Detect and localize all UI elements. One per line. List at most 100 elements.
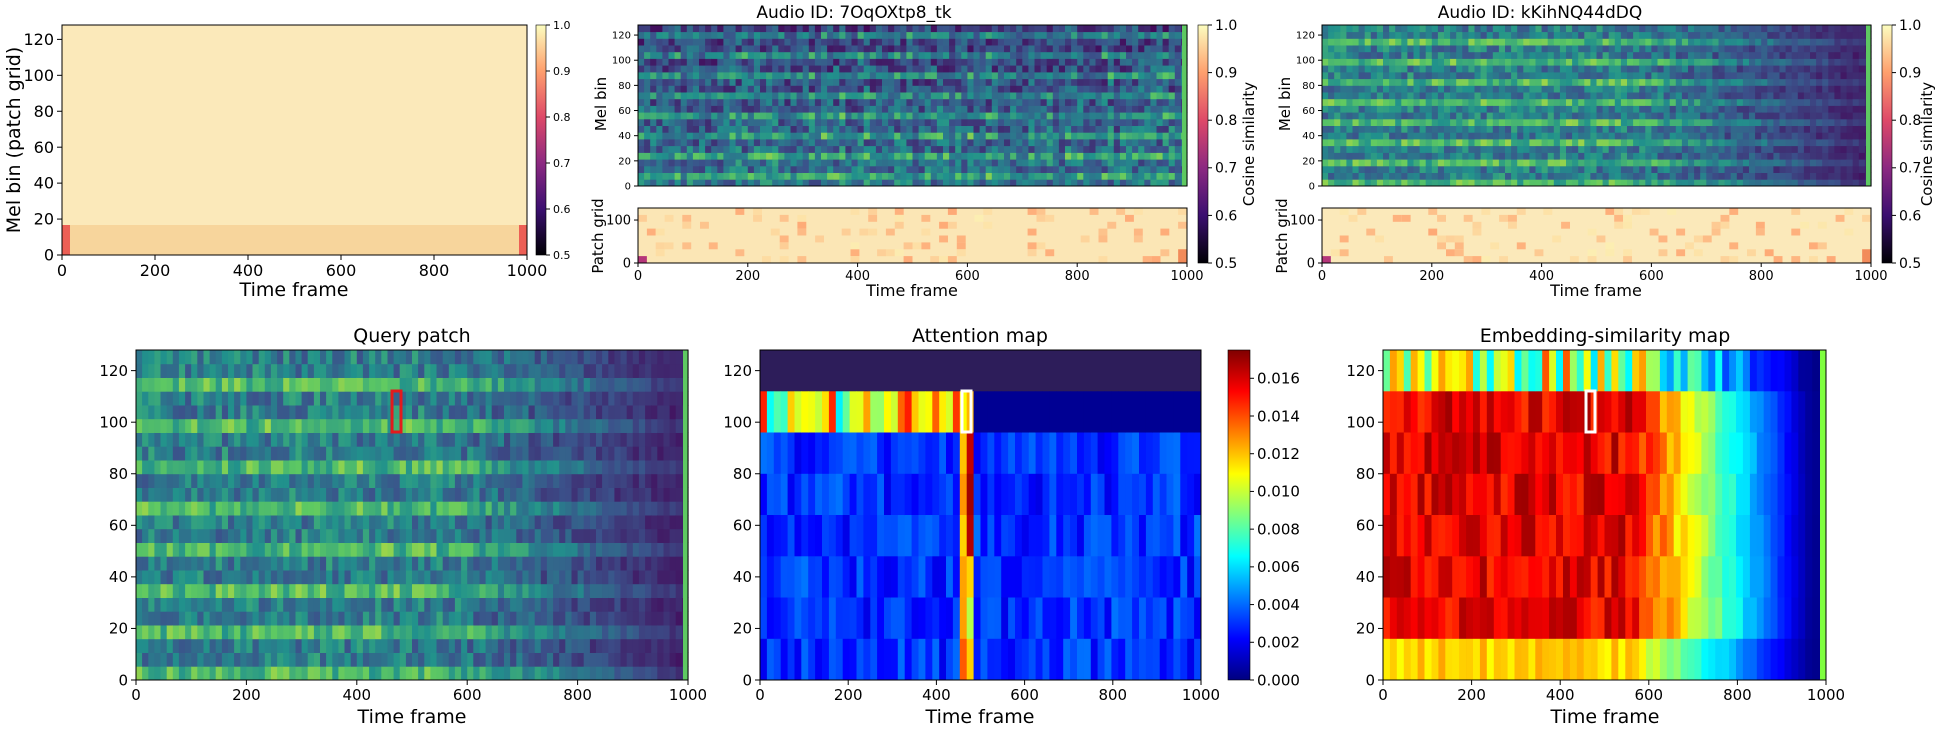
spectrogram-cell — [808, 118, 816, 126]
spectrogram-cell — [1840, 45, 1848, 53]
spectrogram-cell — [900, 139, 907, 147]
spectrogram-cell — [863, 72, 871, 80]
spectrogram-cell — [1517, 92, 1524, 100]
spectrogram-cell — [203, 625, 211, 640]
spectrogram-cell — [662, 139, 670, 147]
spectrogram-cell — [808, 172, 816, 180]
spectrogram-cell — [1803, 38, 1811, 46]
spectrogram-cell — [863, 45, 871, 53]
spectrogram-cell — [1797, 125, 1805, 133]
spectrogram-cell — [1334, 38, 1341, 46]
spectrogram-cell — [160, 418, 168, 433]
spectrogram-cell — [802, 105, 810, 113]
x-tick-label: 0 — [57, 261, 67, 280]
spectrogram-cell — [918, 132, 926, 140]
spectrogram-cell — [1010, 159, 1017, 167]
spectrogram-cell — [918, 118, 926, 126]
spectrogram-cell — [1529, 145, 1537, 153]
spectrogram-cell — [961, 51, 968, 59]
spectrogram-cell — [912, 51, 920, 59]
spectrogram-cell — [1675, 25, 1683, 33]
spectrogram-cell — [906, 78, 914, 86]
spectrogram-cell — [1742, 65, 1750, 73]
spectrogram-cell — [1517, 45, 1524, 53]
spectrogram-cell — [1340, 98, 1347, 106]
spectrogram-cell — [705, 98, 712, 106]
spectrogram-cell — [650, 51, 657, 59]
spectrogram-cell — [1718, 118, 1726, 126]
patch-cell — [1481, 256, 1491, 263]
spectrogram-cell — [1779, 152, 1787, 160]
spectrogram-cell — [1480, 179, 1488, 187]
spectrogram-cell — [1444, 51, 1451, 59]
spectrogram-cell — [827, 165, 834, 173]
spectrogram-cell — [1834, 45, 1842, 53]
spectrogram-cell — [1712, 51, 1720, 59]
spectrogram-cell — [1645, 132, 1652, 140]
spectrogram-cell — [1328, 65, 1335, 73]
spectrogram-cell — [1364, 125, 1372, 133]
spectrogram-cell — [1334, 118, 1341, 126]
spectrogram-cell — [790, 172, 798, 180]
spectrogram-cell — [1370, 51, 1378, 59]
spectrogram-cell — [997, 139, 1005, 147]
spectrogram-cell — [1797, 139, 1805, 147]
spectrogram-cell — [735, 165, 743, 173]
spectrogram-cell — [1529, 45, 1537, 53]
spectrogram-cell — [705, 112, 712, 120]
spectrogram-cells — [136, 350, 689, 681]
spectrogram-cell — [1834, 118, 1842, 126]
spectrogram-cell — [912, 38, 920, 46]
spectrogram-cell — [662, 125, 670, 133]
spectrogram-cell — [997, 45, 1005, 53]
spectrogram-cell — [1474, 145, 1482, 153]
spectrogram-cell — [1633, 72, 1640, 80]
spectrogram-cell — [1663, 92, 1671, 100]
spectrogram-cell — [729, 139, 737, 147]
spectrogram-cell — [668, 31, 676, 39]
spectrogram-cell — [1046, 51, 1054, 59]
spectrogram-cell — [1358, 51, 1366, 59]
spectrogram-cell — [869, 118, 877, 126]
spectrogram-cell — [1474, 51, 1482, 59]
spectrogram-cell — [1846, 112, 1854, 120]
spectrogram-cell — [644, 125, 651, 133]
spectrogram-cell — [1858, 45, 1866, 53]
spectrogram-cell — [833, 51, 840, 59]
spectrogram-cell — [209, 583, 217, 598]
spectrogram-cell — [1058, 38, 1066, 46]
spectrogram-cell — [185, 597, 192, 612]
spectrogram-cell — [1492, 159, 1500, 167]
spectrogram-cell — [1840, 65, 1848, 73]
spectrogram-cell — [1407, 45, 1415, 53]
spectrogram-cell — [1529, 118, 1537, 126]
spectrogram-cell — [1614, 152, 1622, 160]
spectrogram-cell — [1413, 132, 1421, 140]
spectrogram-cell — [686, 78, 694, 86]
spectrogram-cell — [814, 51, 822, 59]
spectrogram-cell — [699, 78, 706, 86]
spectrogram-cell — [930, 92, 938, 100]
spectrogram-cell — [1138, 145, 1145, 153]
spectrogram-cell — [1401, 92, 1408, 100]
y-tick-label: 80 — [34, 102, 54, 121]
spectrogram-cell — [1004, 105, 1011, 113]
spectrogram-cell — [166, 446, 174, 461]
spectrogram-cell — [1669, 65, 1677, 73]
spectrogram-cell — [906, 105, 914, 113]
spectrogram-cell — [1077, 72, 1084, 80]
spectrogram-cell — [1572, 78, 1579, 86]
spectrogram-cell — [1334, 139, 1341, 147]
spectrogram-cell — [1322, 165, 1329, 173]
spectrogram-cell — [197, 391, 204, 406]
spectrogram-cell — [1608, 159, 1616, 167]
spectrogram-cell — [172, 556, 180, 571]
spectrogram-cell — [1791, 72, 1799, 80]
spectrogram-cell — [924, 179, 932, 187]
spectrogram-cell — [1126, 65, 1133, 73]
spectrogram-cell — [760, 132, 767, 140]
spectrogram-cell — [784, 179, 792, 187]
spectrogram-cell — [191, 446, 198, 461]
spectrogram-cell — [178, 363, 186, 378]
spectrogram-cell — [1138, 51, 1145, 59]
